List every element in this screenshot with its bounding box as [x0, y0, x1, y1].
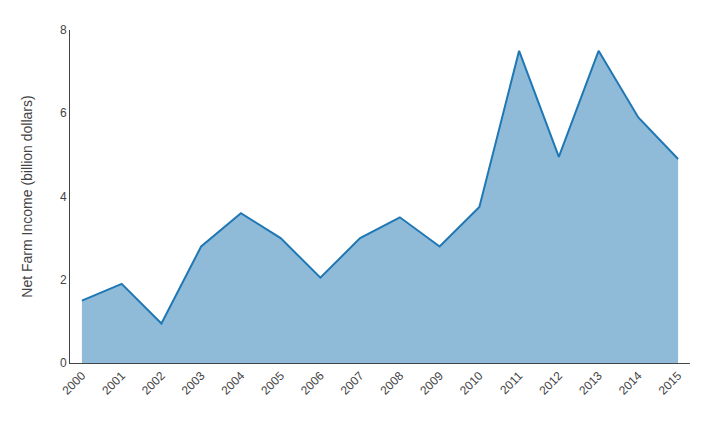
svg-text:2007: 2007: [338, 369, 367, 398]
svg-text:Net Farm Income (billion dolla: Net Farm Income (billion dollars): [19, 95, 35, 297]
svg-text:2012: 2012: [536, 369, 565, 398]
svg-text:2006: 2006: [298, 369, 327, 398]
svg-text:2000: 2000: [60, 369, 89, 398]
svg-text:0: 0: [60, 356, 67, 370]
svg-text:2005: 2005: [258, 369, 287, 398]
svg-text:2004: 2004: [218, 369, 247, 398]
svg-text:2008: 2008: [377, 369, 406, 398]
svg-text:6: 6: [60, 106, 67, 120]
svg-text:4: 4: [60, 190, 67, 204]
svg-text:2015: 2015: [656, 369, 685, 398]
svg-text:2014: 2014: [616, 369, 645, 398]
svg-text:2013: 2013: [576, 369, 605, 398]
svg-text:2001: 2001: [99, 369, 128, 398]
svg-text:8: 8: [60, 23, 67, 37]
svg-text:2003: 2003: [179, 369, 208, 398]
svg-text:2: 2: [60, 273, 67, 287]
svg-text:2002: 2002: [139, 369, 168, 398]
svg-text:2010: 2010: [457, 369, 486, 398]
svg-text:2011: 2011: [497, 369, 525, 397]
svg-text:2009: 2009: [417, 369, 446, 398]
